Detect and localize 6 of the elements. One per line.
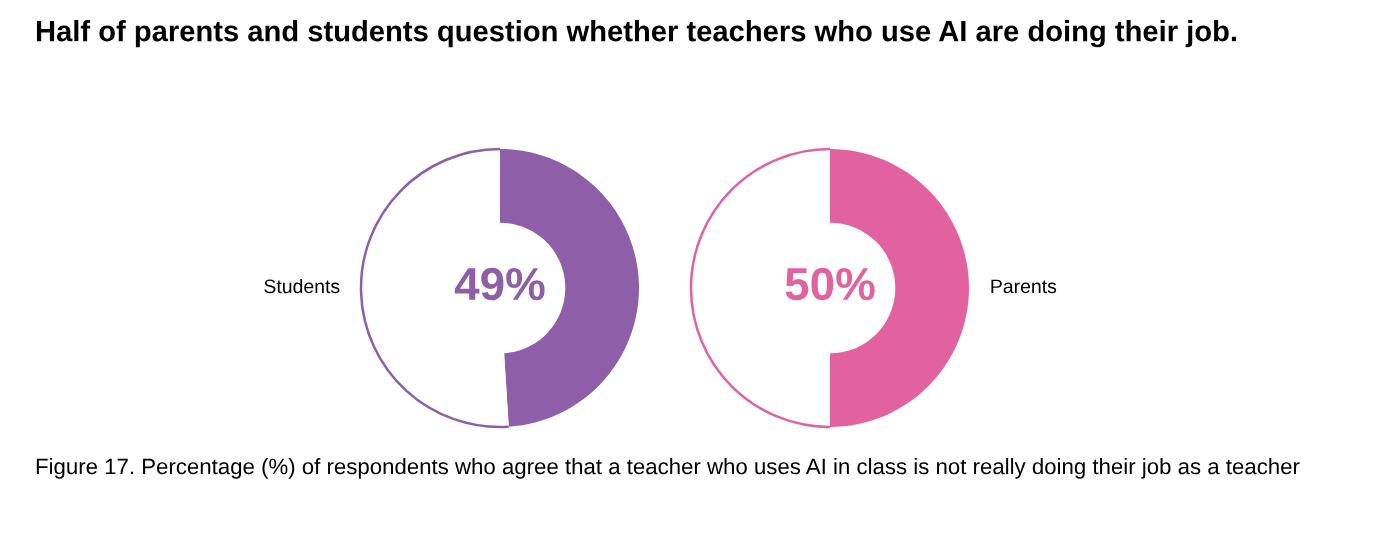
- text: Parents: [991, 279, 1057, 294]
- text: Half of parents and students question whether teachers who use AI are doing their job.: [36, 20, 1237, 48]
- data-label: 50%: [785, 267, 875, 301]
- data-label: 49%: [454, 267, 545, 301]
- text: Students: [264, 278, 340, 294]
- caption: Figure 17. Percentage (%) of respondents who agree that a teacher who uses AI in class is not really doing their job as a teacher: [36, 458, 1300, 479]
